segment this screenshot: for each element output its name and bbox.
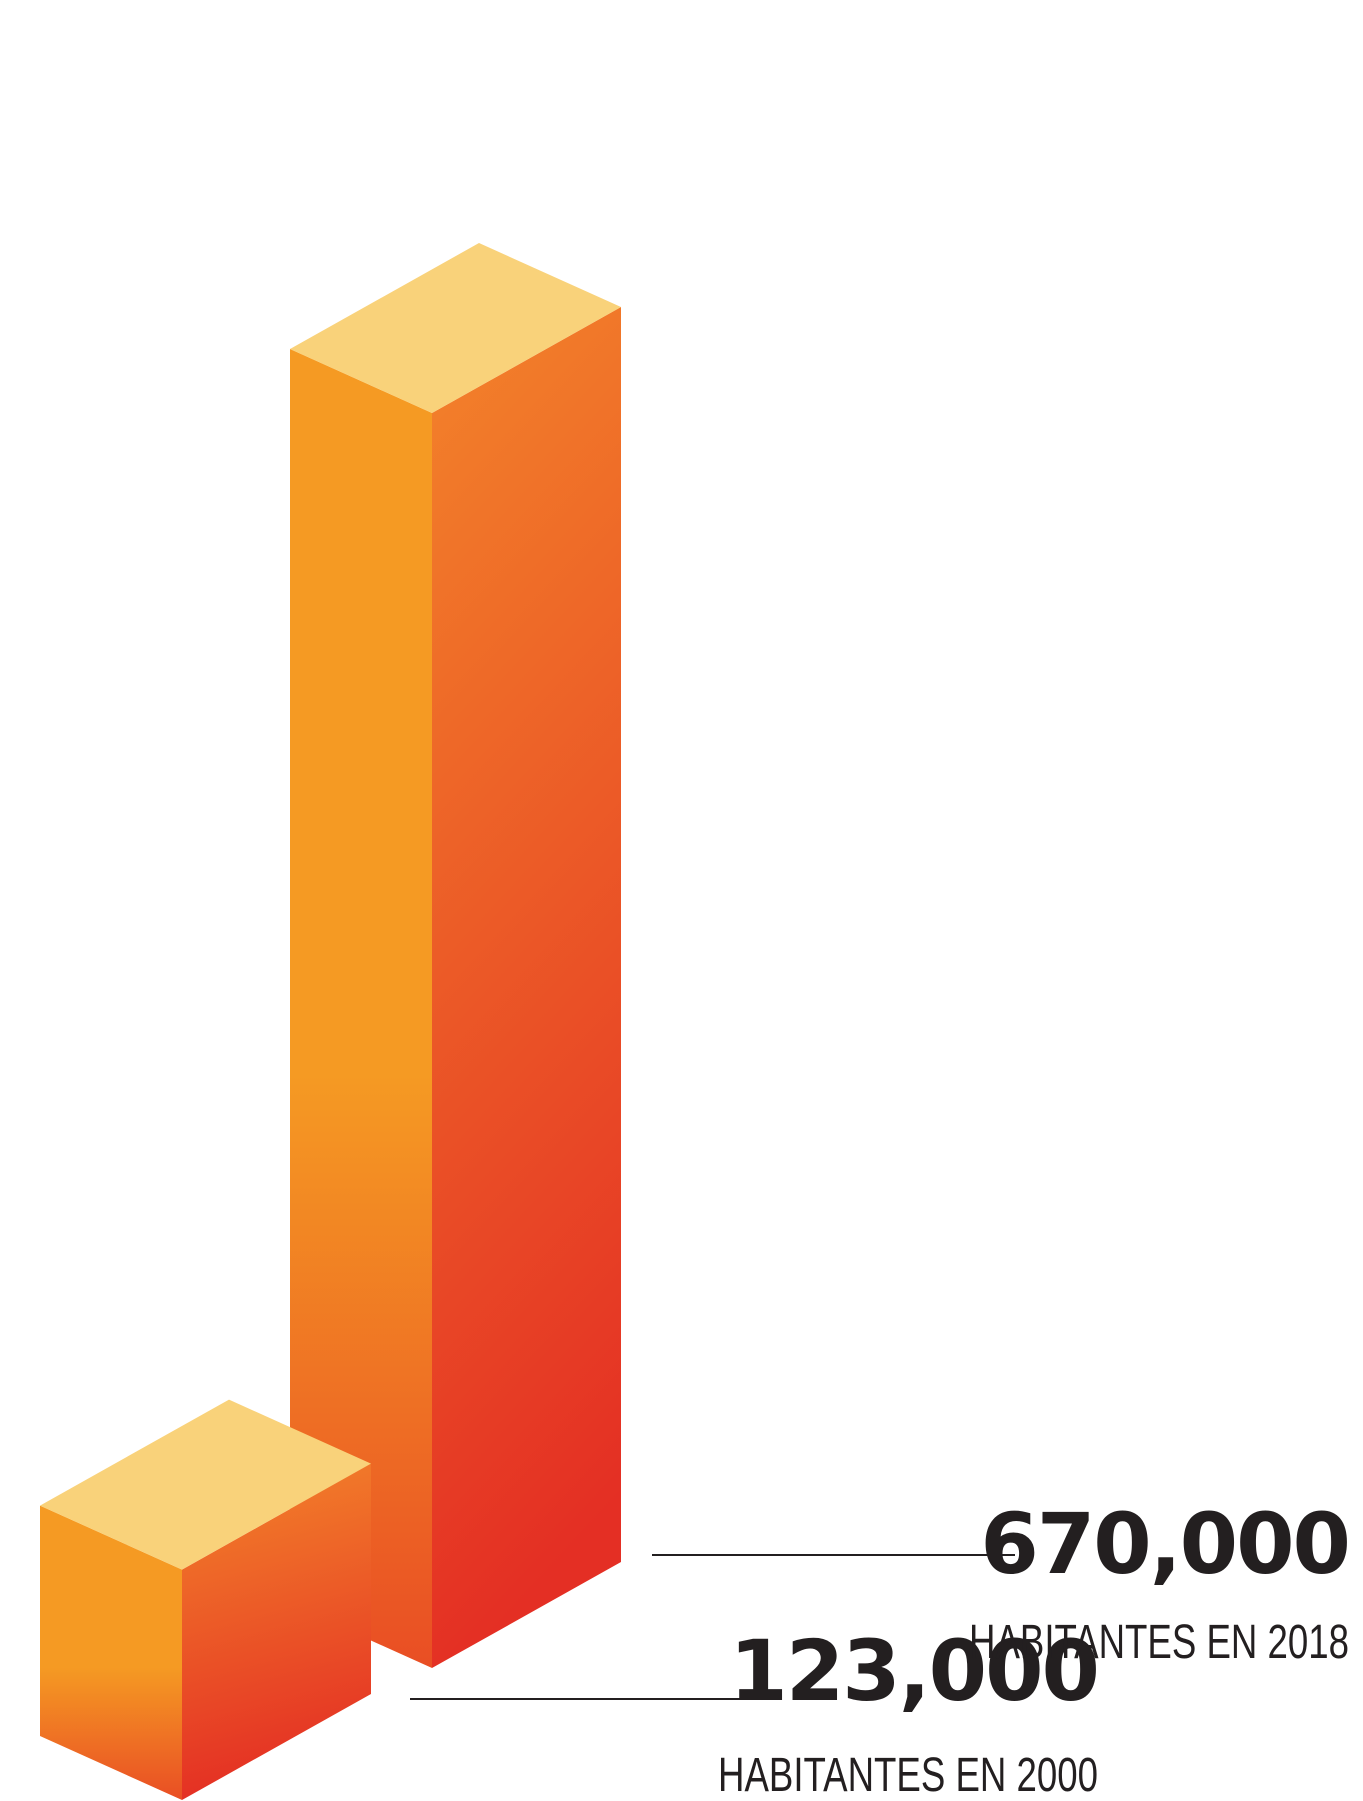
- bar-side-face-2018: [432, 307, 621, 1668]
- bar-2000: [40, 1399, 371, 1800]
- caption-label-2018: HABITANTES EN 2018: [969, 1616, 1349, 1669]
- labels-group: 123,000 HABITANTES EN 2000 670,000 HABITANT…: [410, 1495, 1351, 1801]
- bar-2018: [290, 243, 621, 1668]
- caption-label-2000: HABITANTES EN 2000: [718, 1749, 1098, 1801]
- bar-top-face-2018: [290, 243, 621, 413]
- bar-side-face-2000: [182, 1463, 371, 1800]
- bar-front-face-2018: [290, 349, 432, 1668]
- bars-group: [40, 243, 621, 1800]
- data-label-2018: 670,000: [980, 1495, 1349, 1593]
- bar-top-face-2000: [40, 1399, 371, 1570]
- data-label-2000: 123,000: [729, 1622, 1098, 1720]
- bar-front-face-2000: [40, 1505, 182, 1800]
